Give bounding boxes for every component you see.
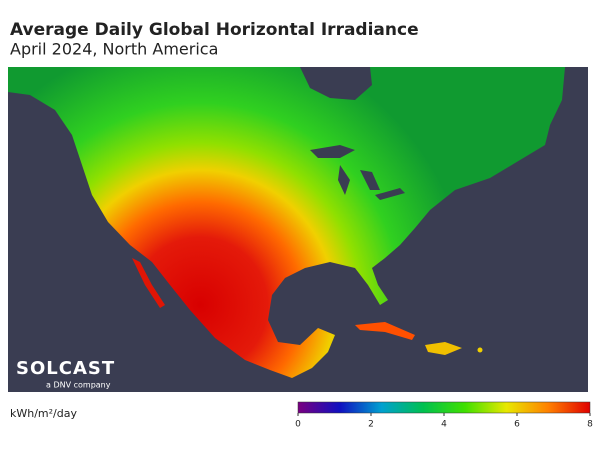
colorbar-tick-label: 2: [368, 420, 374, 430]
great-lakes: [310, 145, 405, 200]
logo: SOLCAST: [16, 358, 115, 379]
colorbar-tick-label: 0: [295, 420, 301, 430]
hispaniola: [425, 342, 462, 355]
map: [8, 67, 588, 392]
colorbar-tick-label: 4: [441, 420, 447, 430]
baja: [132, 258, 165, 308]
colorbar-tick-label: 8: [587, 420, 593, 430]
title: Average Daily Global Horizontal Irradian…: [10, 20, 419, 40]
land: [8, 67, 565, 378]
colorbar-ticks: 0 2 4 6 8: [295, 413, 593, 430]
hudson-bay: [300, 67, 372, 100]
cuba: [355, 322, 415, 340]
colorbar-tick-label: 6: [514, 420, 520, 430]
colorbar-label: kWh/m²/day: [10, 407, 77, 420]
logo-tagline: a DNV company: [46, 381, 111, 390]
puerto-rico: [477, 347, 483, 353]
colorbar: [297, 401, 591, 414]
subtitle: April 2024, North America: [10, 40, 218, 59]
